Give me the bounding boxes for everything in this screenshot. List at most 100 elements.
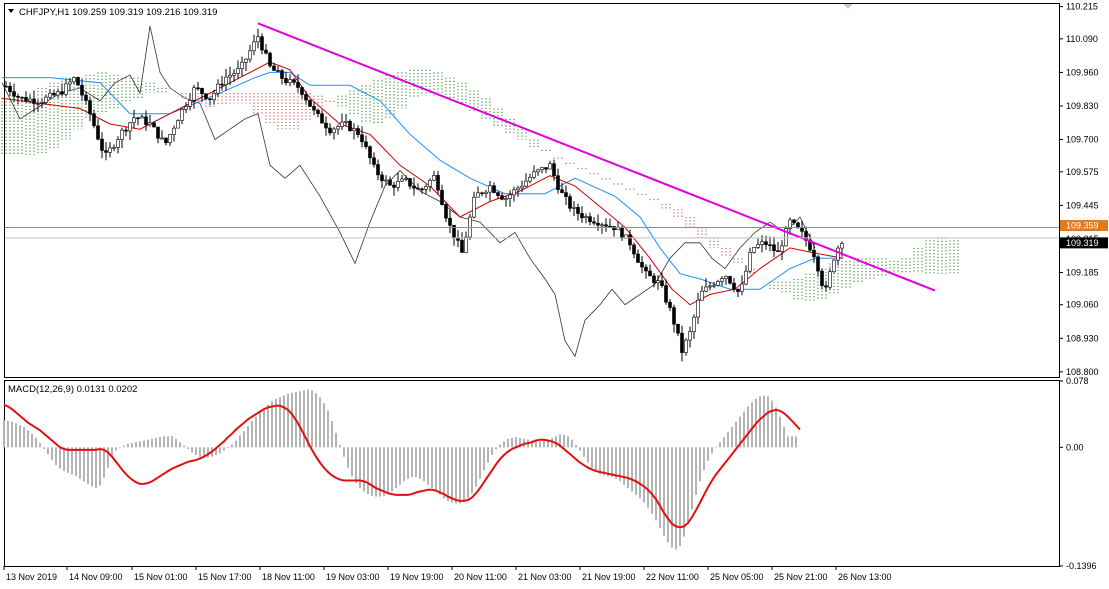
macd-bar [683, 447, 685, 537]
candle-body [104, 150, 108, 153]
y-tick-label: 109.700 [1066, 135, 1099, 145]
candle-body [836, 247, 840, 261]
candle-body [80, 84, 84, 96]
macd-tick-label: -0.1396 [1066, 561, 1097, 571]
macd-bar [787, 436, 789, 448]
candle-body [772, 244, 776, 252]
macd-bar [167, 436, 169, 448]
candle-body [576, 207, 580, 214]
candle-body [180, 109, 184, 121]
macd-bar [691, 447, 693, 510]
indicator-lines [1, 25, 844, 358]
candle-body [708, 285, 712, 288]
macd-bar [447, 447, 449, 501]
macd-bar [487, 447, 489, 463]
macd-bar [627, 447, 629, 489]
ichimoku-cloud [1, 69, 959, 303]
candle-body [368, 146, 372, 159]
macd-tick-label: 0.00 [1066, 442, 1084, 452]
candle-body [384, 179, 388, 182]
candle-body [212, 92, 216, 101]
candle-body [416, 187, 420, 190]
candle-body [132, 117, 136, 124]
dropdown-triangle-icon[interactable] [8, 9, 14, 13]
macd-bar [435, 447, 437, 492]
candle-body [724, 276, 728, 279]
macd-bar [251, 421, 253, 448]
candle-body [308, 99, 312, 107]
candle-body [512, 189, 516, 196]
candle-body [436, 175, 440, 191]
macd-bar [459, 447, 461, 504]
macd-bar [147, 439, 149, 448]
candle-body [388, 179, 392, 186]
macd-bar [359, 447, 361, 489]
macd-bar [259, 412, 261, 448]
candle-body [728, 276, 732, 284]
macd-bar [383, 447, 385, 496]
candle-body [4, 85, 8, 88]
chart-shift-icon[interactable] [843, 4, 853, 9]
candle-body [712, 284, 716, 287]
candle-body [12, 91, 16, 97]
macd-bar [327, 410, 329, 448]
candle-body [524, 180, 528, 187]
candle-body [172, 127, 176, 135]
macd-bar [427, 447, 429, 485]
candle-body [568, 196, 572, 209]
candle-body [424, 186, 428, 190]
macd-bar [255, 416, 257, 448]
macd-bar [611, 447, 613, 478]
macd-bar [203, 447, 205, 458]
macd-bar [547, 439, 549, 448]
macd-bar [143, 440, 145, 448]
candles [4, 28, 844, 362]
kijun-line [2, 71, 843, 290]
macd-bar [791, 436, 793, 448]
candle-body [136, 117, 140, 120]
tenkan-line [1, 61, 844, 306]
candle-body [112, 147, 116, 149]
macd-bar [495, 447, 497, 449]
macd-bar [747, 406, 749, 448]
candle-body [392, 184, 396, 188]
x-tick-label: 13 Nov 2019 [6, 572, 57, 582]
candle-body [380, 174, 384, 181]
candle-body [736, 288, 740, 292]
candle-body [556, 175, 560, 190]
candle-body [204, 93, 208, 100]
macd-bar [219, 447, 221, 454]
macd-bar [371, 447, 373, 496]
macd-bar [671, 447, 673, 548]
candle-body [628, 234, 632, 246]
macd-bar [83, 447, 85, 482]
candle-body [84, 94, 88, 101]
candle-body [668, 301, 672, 308]
candle-body [780, 245, 784, 252]
x-tick-label: 25 Nov 21:00 [774, 572, 828, 582]
candle-body [620, 227, 624, 239]
macd-bar [595, 447, 597, 472]
candle-body [528, 177, 532, 182]
candle-body [140, 116, 144, 119]
candle-body [800, 227, 804, 232]
candle-body [704, 286, 708, 292]
candle-body [564, 192, 568, 197]
macd-layer: 0.078 0.00 -0.1396 [3, 376, 1097, 571]
macd-bar [599, 447, 601, 475]
candle-body [740, 283, 744, 292]
x-tick-label: 15 Nov 01:00 [134, 572, 188, 582]
y-tick-label: 109.060 [1066, 300, 1099, 310]
candle-body [328, 127, 332, 134]
candle-body [832, 259, 836, 273]
candle-body [276, 70, 280, 72]
candle-body [692, 316, 696, 332]
macd-bar [639, 447, 641, 499]
macd-bar [431, 447, 433, 489]
trendline[interactable] [257, 22, 936, 292]
candle-body [52, 92, 56, 96]
macd-bar [591, 447, 593, 468]
candle-body [44, 96, 48, 103]
macd-bar [463, 447, 465, 502]
macd-bar [331, 421, 333, 448]
